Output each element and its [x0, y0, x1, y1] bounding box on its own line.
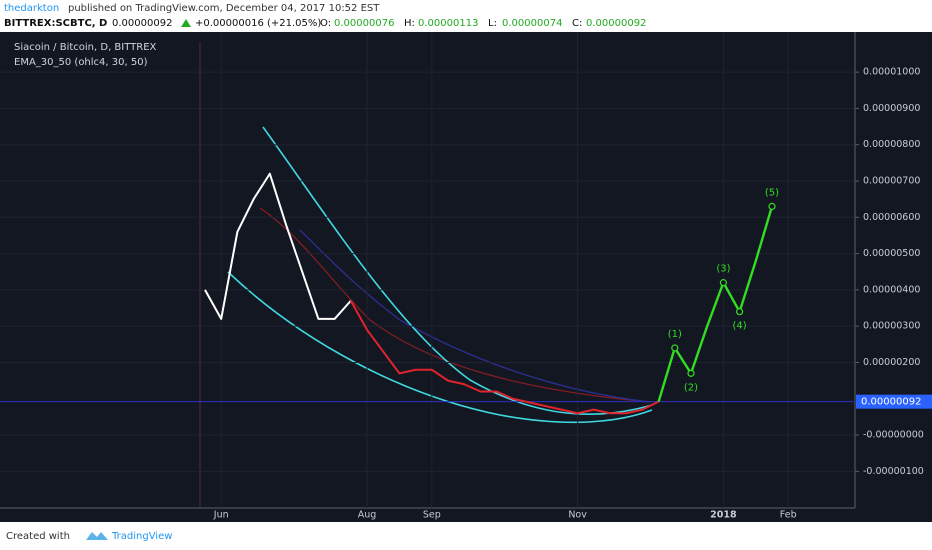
ohlc-value: 0.00000074: [502, 18, 562, 29]
wave-point: [687, 369, 695, 377]
ohlc-value: 0.00000092: [586, 18, 646, 29]
last-price-label: 0.00000092: [861, 397, 921, 408]
y-tick-label: -0.00000000: [863, 430, 924, 441]
x-tick-label: Aug: [358, 510, 377, 521]
wave-label: (1): [668, 329, 682, 340]
x-tick-label: Feb: [780, 510, 797, 521]
x-axis: Jun Aug Sep Nov 2018 Feb: [213, 510, 797, 521]
up-icon: [181, 19, 191, 27]
footer-background: [0, 522, 932, 550]
wave-label: (3): [716, 264, 730, 275]
y-tick-label: 0.00000600: [863, 212, 920, 223]
wave-point: [719, 279, 728, 287]
price: 0.00000092: [112, 18, 172, 29]
footer-brand: TradingView: [111, 531, 172, 542]
footer-created: Created with: [6, 531, 70, 542]
y-tick-label: 0.00000400: [863, 284, 920, 295]
y-tick-label: 0.00001000: [863, 67, 920, 78]
x-tick-label: Nov: [568, 510, 587, 521]
price-line: [349, 300, 660, 415]
y-tick-label: 0.00000200: [863, 357, 920, 368]
wave-point: [671, 344, 679, 352]
change: +0.00000016 (+21.05%): [195, 18, 321, 29]
y-tick-label: 0.00000900: [863, 103, 920, 114]
ohlc: O: 0.00000076 H: 0.00000113 L: 0.00000074 C: 0.…: [320, 18, 646, 29]
wave-point: [735, 308, 744, 316]
y-tick-label: 0.00000700: [863, 175, 920, 186]
x-tick-label: Sep: [423, 510, 441, 521]
wave-label: (2): [684, 382, 698, 393]
wave-point: [768, 202, 776, 211]
ohlc-label: L:: [488, 18, 497, 29]
wave-label: (5): [765, 187, 779, 198]
y-axis: 0.00001000 0.00000900 0.00000800 0.00000700…: [855, 67, 924, 477]
y-tick-label: 0.00000500: [863, 248, 920, 259]
published: published on TradingView.com, December 0…: [68, 3, 380, 14]
price-line: [204, 172, 352, 320]
x-tick-label: Jun: [213, 510, 229, 521]
ohlc-value: 0.00000113: [418, 18, 478, 29]
chart-subtitle: EMA_30_50 (ohlc4, 30, 50): [14, 57, 148, 68]
price-line: [657, 206, 774, 403]
tv-logo: [86, 532, 108, 540]
y-tick-label: 0.00000800: [863, 139, 920, 150]
ohlc-label: H:: [404, 18, 415, 29]
last-price-box: [856, 394, 932, 409]
ema-30: [259, 207, 651, 403]
ohlc-value: 0.00000076: [334, 18, 394, 29]
arc-lower: [227, 271, 653, 424]
chart-title: Siacoin / Bitcoin, D, BITTREX: [14, 42, 157, 53]
plot-background: [0, 32, 932, 522]
author: thedarkton: [4, 3, 59, 14]
symbol: BITTREX:SCBTC, D: [4, 18, 107, 29]
y-tick-label: -0.00000100: [863, 466, 924, 477]
y-tick-label: 0.00000300: [863, 321, 920, 332]
ohlc-label: O:: [320, 18, 331, 29]
ohlc-label: C:: [572, 18, 582, 29]
ema-50: [299, 229, 651, 403]
wave-label: (4): [733, 321, 747, 332]
arc-upper: [262, 126, 653, 415]
x-tick-label: 2018: [710, 510, 737, 521]
